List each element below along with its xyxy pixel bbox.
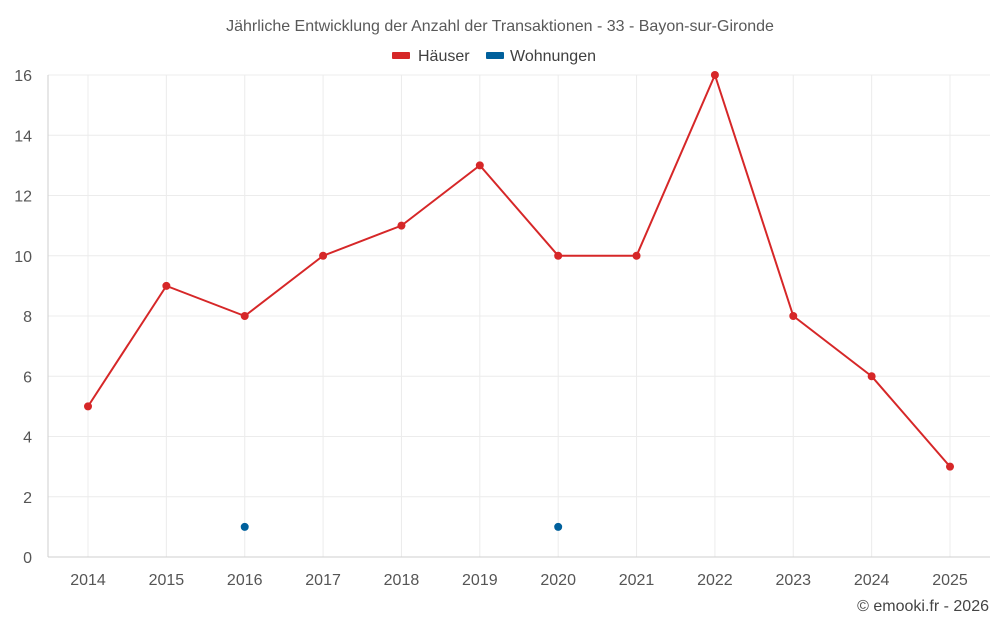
legend-label: Wohnungen [510, 48, 596, 65]
y-tick-label: 0 [23, 550, 32, 567]
x-tick-label: 2014 [70, 572, 106, 589]
gridlines [48, 74, 990, 557]
x-tick-label: 2020 [540, 572, 576, 589]
data-point [867, 372, 876, 381]
series-line [87, 74, 951, 468]
x-tick-label: 2025 [932, 572, 968, 589]
series-apartments [240, 522, 563, 531]
legend-swatch [392, 52, 410, 59]
y-tick-label: 6 [23, 369, 32, 386]
data-point [710, 71, 719, 79]
x-tick-label: 2021 [619, 572, 655, 589]
legend: Häuser Wohnungen [392, 48, 596, 65]
data-point [789, 312, 798, 320]
y-tick-label: 4 [23, 430, 32, 447]
y-tick-label: 8 [23, 309, 32, 326]
x-tick-label: 2015 [149, 572, 185, 589]
data-point [397, 221, 406, 230]
x-tick-label: 2018 [384, 572, 420, 589]
y-tick-label: 10 [14, 249, 32, 266]
x-tick-label: 2017 [305, 572, 341, 589]
legend-label: Häuser [418, 48, 470, 65]
y-tick-label: 14 [14, 128, 32, 145]
series-houses [84, 71, 954, 471]
chart-title: Jährliche Entwicklung der Anzahl der Tra… [226, 18, 774, 35]
x-tick-label: 2024 [854, 572, 890, 589]
data-point [475, 161, 484, 170]
data-point [946, 462, 954, 471]
data-point [319, 251, 328, 260]
y-tick-label: 16 [14, 68, 32, 85]
copyright-credit: © emooki.fr - 2026 [857, 598, 989, 615]
legend-swatch [486, 52, 504, 59]
data-point [84, 402, 92, 411]
y-tick-label: 12 [14, 189, 32, 206]
series-layer [84, 71, 954, 531]
x-tick-label: 2019 [462, 572, 498, 589]
data-point [162, 281, 171, 290]
x-tick-label: 2023 [775, 572, 811, 589]
y-tick-label: 2 [23, 490, 32, 507]
data-point [240, 522, 249, 531]
axes: 0 2 4 6 8 10 12 14 16 2014 2015 2016 2017 2018 2019 202… [14, 68, 990, 589]
x-tick-label: 2022 [697, 572, 733, 589]
data-point [632, 251, 641, 260]
data-point [554, 522, 563, 531]
x-tick-label: 2016 [227, 572, 263, 589]
data-point [554, 251, 563, 260]
data-point [240, 312, 249, 320]
